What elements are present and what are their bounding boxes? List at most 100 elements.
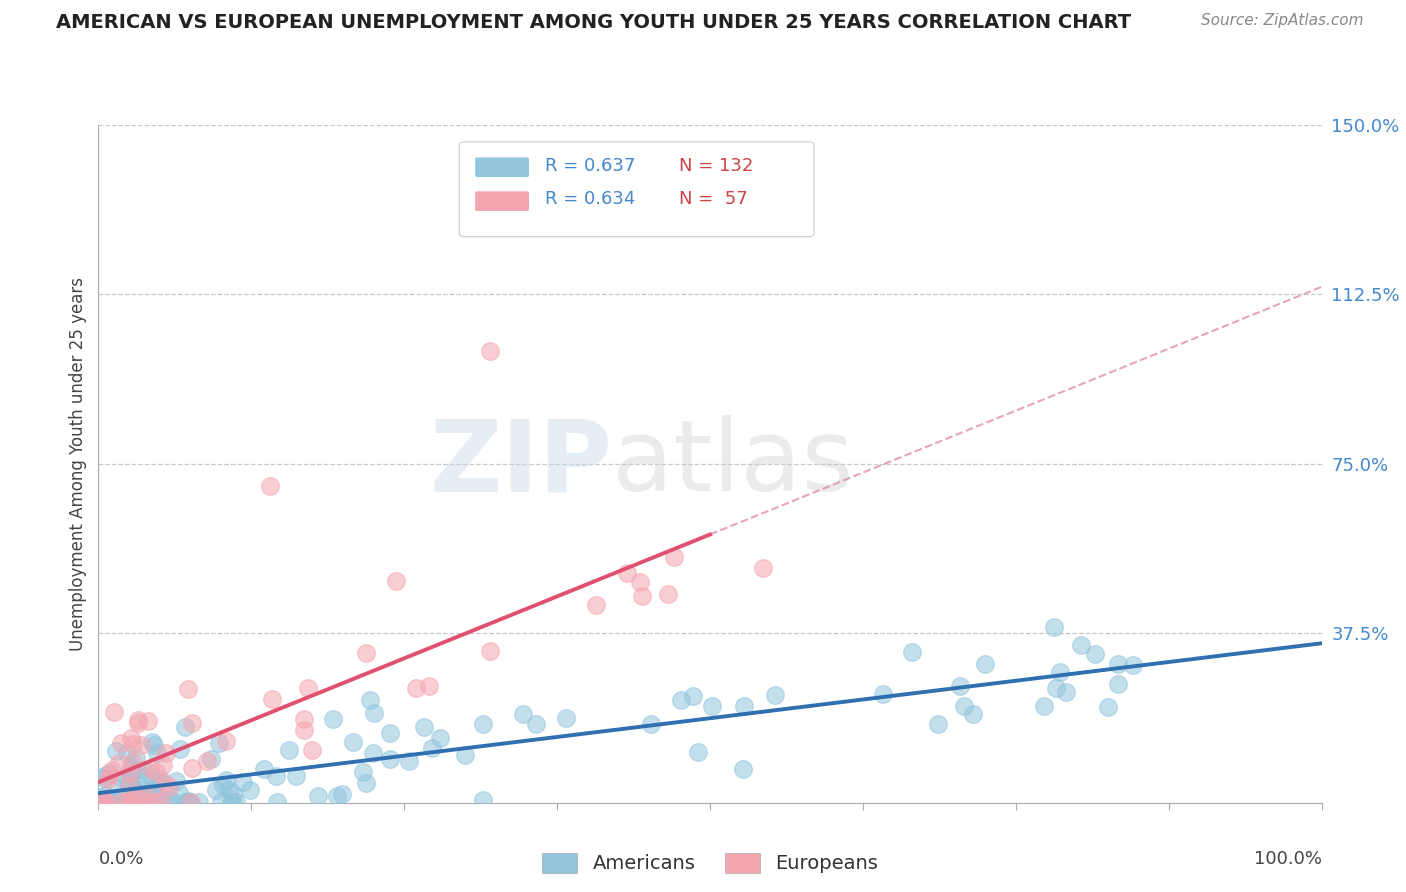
Point	[301, 743, 323, 757]
Point	[731, 762, 754, 776]
Point	[211, 778, 233, 792]
Point	[554, 711, 576, 725]
Point	[118, 774, 141, 789]
Point	[127, 714, 149, 728]
Point	[132, 781, 155, 796]
Point	[169, 742, 191, 756]
Point	[900, 645, 922, 659]
Point	[326, 789, 349, 804]
Point	[141, 735, 163, 749]
FancyBboxPatch shape	[460, 142, 814, 236]
Point	[120, 795, 142, 809]
Point	[111, 772, 134, 787]
Point	[103, 795, 125, 809]
Point	[292, 712, 315, 726]
Text: R = 0.637: R = 0.637	[546, 157, 636, 175]
Point	[733, 698, 755, 713]
Point	[110, 736, 132, 750]
Point	[1122, 658, 1144, 673]
Point	[146, 746, 169, 760]
Point	[94, 789, 117, 803]
Point	[93, 795, 115, 809]
Point	[111, 795, 134, 809]
Point	[208, 736, 231, 750]
Point	[177, 795, 200, 809]
Point	[174, 720, 197, 734]
Point	[104, 744, 127, 758]
Text: N = 132: N = 132	[679, 157, 754, 175]
Point	[472, 793, 495, 807]
Point	[398, 754, 420, 768]
Point	[94, 795, 117, 809]
Point	[118, 766, 141, 780]
Point	[121, 795, 143, 809]
Point	[89, 795, 111, 809]
Point	[688, 745, 710, 759]
Point	[139, 761, 162, 775]
Point	[927, 717, 949, 731]
Point	[127, 791, 149, 805]
Point	[238, 783, 260, 797]
Point	[132, 764, 155, 778]
Point	[103, 706, 125, 720]
FancyBboxPatch shape	[475, 157, 529, 178]
Point	[115, 795, 138, 809]
Point	[219, 795, 242, 809]
Point	[157, 780, 180, 794]
Point	[354, 646, 377, 660]
Point	[142, 795, 165, 809]
Point	[145, 795, 167, 809]
Point	[105, 781, 128, 796]
Text: 0.0%: 0.0%	[98, 850, 143, 868]
Point	[141, 785, 163, 799]
Point	[322, 712, 344, 726]
Point	[200, 752, 222, 766]
Point	[93, 789, 115, 804]
Point	[418, 679, 440, 693]
Point	[180, 795, 202, 809]
Point	[145, 765, 167, 780]
Point	[98, 795, 121, 809]
FancyBboxPatch shape	[475, 191, 529, 211]
Point	[114, 789, 136, 803]
Point	[93, 771, 115, 785]
Point	[155, 746, 177, 760]
Point	[640, 716, 662, 731]
Text: R = 0.634: R = 0.634	[546, 191, 636, 209]
Point	[420, 741, 443, 756]
Point	[1049, 665, 1071, 680]
Point	[1045, 681, 1067, 695]
Point	[285, 769, 308, 783]
Point	[1070, 638, 1092, 652]
Point	[142, 781, 165, 796]
Point	[138, 788, 160, 802]
Point	[124, 795, 146, 809]
Point	[125, 763, 148, 777]
Point	[101, 795, 124, 809]
Point	[631, 590, 654, 604]
Point	[136, 795, 159, 809]
Point	[682, 690, 704, 704]
Point	[127, 795, 149, 809]
Point	[100, 763, 122, 777]
Point	[949, 679, 972, 693]
Point	[135, 788, 157, 802]
Text: atlas: atlas	[612, 416, 853, 512]
Point	[657, 587, 679, 601]
Point	[953, 698, 976, 713]
Point	[209, 795, 232, 809]
Text: N =  57: N = 57	[679, 191, 748, 209]
Point	[127, 795, 149, 809]
Point	[385, 574, 408, 588]
Point	[872, 687, 894, 701]
Point	[512, 707, 534, 722]
Point	[121, 737, 143, 751]
Point	[307, 789, 329, 804]
Point	[1097, 700, 1119, 714]
Point	[974, 657, 997, 671]
Point	[412, 720, 434, 734]
Point	[292, 723, 315, 737]
Point	[93, 795, 115, 809]
Point	[429, 731, 451, 745]
Point	[752, 560, 775, 574]
